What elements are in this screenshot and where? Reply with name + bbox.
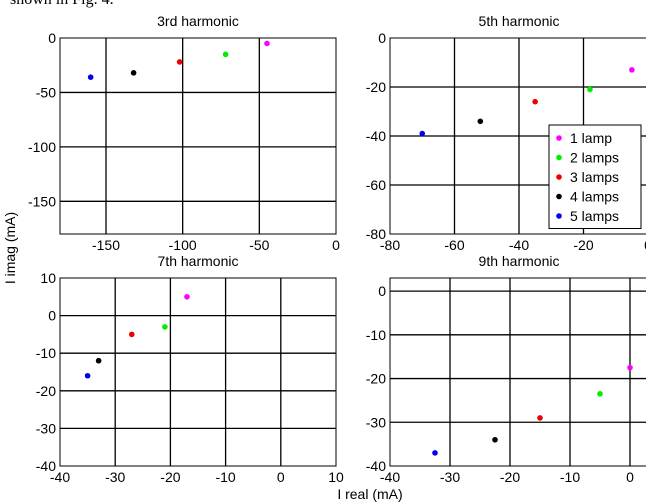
panel-3-x-tick-label: -40 — [50, 469, 70, 485]
panel-3-point — [128, 331, 135, 338]
chart-panel-2: -80 -60 -40 -20 0 0 -20 -40 -60 -80 5th harmonic 1 … — [366, 13, 646, 253]
panel-2-x-tick-label: -40 — [509, 237, 529, 253]
panel-4-point — [597, 391, 603, 397]
panel-2-x-tick-label: -20 — [573, 237, 593, 253]
panel-4-x-tick-label: 0 — [626, 469, 634, 485]
panel-3-x-tick-label: -10 — [215, 469, 235, 485]
panel-1-x-tick-label: -150 — [92, 237, 120, 253]
legend-label: 4 lamps — [570, 189, 619, 205]
panel-1-frame — [59, 37, 337, 235]
panel-3-y-tick-label: 10 — [40, 270, 56, 286]
legend-label: 1 lamp — [570, 130, 612, 146]
panel-4-point — [432, 450, 438, 456]
panel-4-x-tick-label: -10 — [560, 469, 580, 485]
panel-4-point — [627, 364, 633, 371]
panel-3-frame — [59, 277, 337, 467]
legend-label: 5 lamps — [570, 208, 619, 224]
legend-marker — [556, 135, 562, 141]
panel-3-x-tick-label: 0 — [277, 469, 285, 485]
caption-fragment: shown in Fig. 4. — [10, 0, 114, 9]
panel-2-point — [629, 67, 635, 73]
panel-4-point — [492, 436, 498, 443]
panel-3-title: 7th harmonic — [158, 253, 239, 269]
legend-marker — [556, 174, 562, 180]
panel-2-title: 5th harmonic — [479, 13, 560, 29]
panel-1-x-tick-label: -100 — [169, 237, 197, 253]
panel-2-y-tick-label: 0 — [378, 30, 386, 46]
panel-2-y-tick-label: -60 — [366, 177, 386, 193]
panel-3-point — [184, 294, 190, 300]
chart-panel-4: -40 -30 -20 -10 0 0 -10 -20 -30 -40 9th harmonic — [366, 253, 646, 485]
panel-3-x-tick-label: 10 — [328, 469, 344, 485]
panel-3-point — [162, 324, 168, 330]
legend-marker — [556, 154, 562, 161]
panel-2-point — [419, 130, 426, 137]
panel-2-y-tick-label: -40 — [366, 128, 386, 144]
chart-panel-3: -40 -30 -20 -10 0 10 10 0 -10 -20 -30 -40 7th harmon… — [36, 253, 344, 485]
shared-x-axis-label: I real (mA) — [337, 486, 402, 502]
panel-1-point — [176, 59, 183, 65]
panel-4-frame — [389, 277, 646, 467]
panel-2-x-tick-label: -80 — [380, 237, 400, 253]
panel-1-x-tick-label: -50 — [249, 237, 269, 253]
shared-y-axis-label: I imag (mA) — [2, 212, 18, 284]
panel-2-point — [532, 98, 538, 105]
panel-4-title: 9th harmonic — [479, 253, 560, 269]
panel-1-point — [222, 51, 229, 58]
panel-4-x-tick-label: -20 — [500, 469, 520, 485]
panel-4-y-tick-label: -40 — [366, 458, 386, 474]
panel-1-point — [264, 40, 270, 47]
panel-1-point — [87, 74, 94, 80]
panel-3-y-tick-label: -10 — [36, 345, 56, 361]
panel-4-y-tick-label: -20 — [366, 371, 386, 387]
panel-3-y-tick-label: -30 — [36, 420, 56, 436]
panel-2-legend: 1 lamp 2 lamps 3 lamps 4 lamps 5 lamps — [548, 124, 642, 229]
legend-label: 2 lamps — [570, 150, 619, 166]
panel-4-y-tick-label: -10 — [366, 327, 386, 343]
panel-1-y-tick-label: -100 — [28, 139, 56, 155]
panel-2-y-tick-label: -80 — [366, 226, 386, 242]
panel-3-y-tick-label: -40 — [36, 458, 56, 474]
panel-1-title: 3rd harmonic — [157, 13, 239, 29]
panel-1-y-tick-label: 0 — [48, 30, 56, 46]
panel-1-x-tick-label: 0 — [332, 237, 340, 253]
panel-4-point — [537, 415, 543, 421]
panel-3-y-tick-label: 0 — [48, 308, 56, 324]
panel-4-y-tick-label: 0 — [378, 283, 386, 299]
legend-label: 3 lamps — [570, 169, 619, 185]
legend-marker — [556, 213, 562, 219]
panel-2-y-tick-label: -20 — [366, 79, 386, 95]
panel-4-y-tick-label: -30 — [366, 414, 386, 430]
panel-3-y-tick-label: -20 — [36, 383, 56, 399]
legend-box — [548, 124, 642, 229]
panel-1-y-tick-label: -50 — [36, 84, 56, 100]
panel-2-x-tick-label: 0 — [644, 237, 646, 253]
panel-3-point — [95, 357, 102, 364]
panel-3-point — [84, 372, 91, 379]
panel-3-x-tick-label: -20 — [160, 469, 180, 485]
panel-2-point — [587, 86, 593, 93]
panel-3-x-tick-label: -30 — [105, 469, 125, 485]
panel-4-x-tick-label: -30 — [440, 469, 460, 485]
panel-2-point — [477, 118, 484, 125]
panel-1-y-tick-label: -150 — [28, 193, 56, 209]
legend-marker — [556, 193, 562, 200]
panel-2-x-tick-label: -60 — [444, 237, 464, 253]
panel-4-x-tick-label: -40 — [380, 469, 400, 485]
panel-1-point — [130, 70, 137, 76]
chart-panel-1: -150 -100 -50 0 0 -50 -100 -150 3rd harmonic — [28, 13, 340, 253]
